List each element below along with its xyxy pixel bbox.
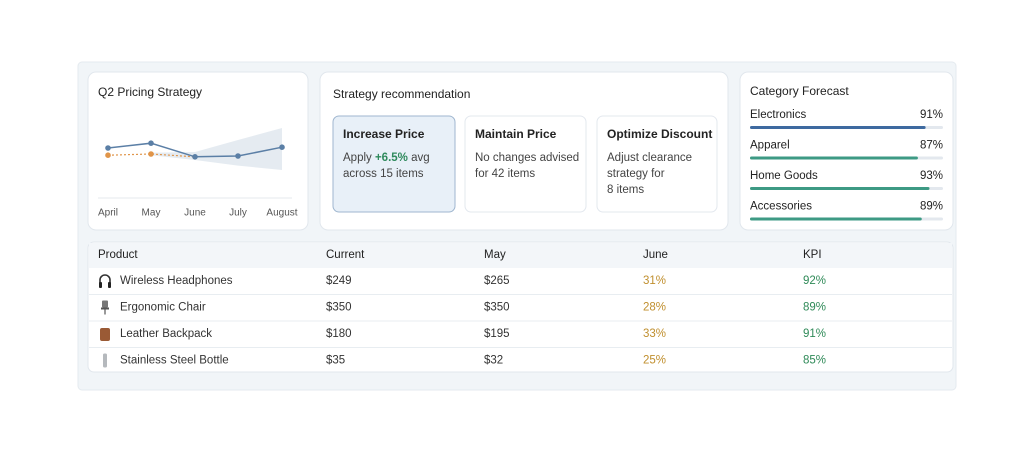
x-label: April [98,208,118,219]
column-header: May [484,249,506,261]
value-label: 87% [920,140,943,152]
option-card[interactable] [596,115,718,213]
column-header: June [643,249,668,261]
table-cell: Stainless Steel Bottle [120,355,229,367]
table-cell: 91% [803,328,826,340]
table-cell: 25% [643,355,666,367]
option-title: Maintain Price [475,127,557,141]
table-cell: 33% [643,328,666,340]
product-icon [103,353,107,368]
text-part: strategy for [607,168,665,180]
table-cell: $35 [326,355,345,367]
text-part: Apply [343,152,375,164]
value-label: 93% [920,170,943,182]
x-label: June [184,208,206,219]
category-label: Electronics [750,109,806,121]
table-cell: $32 [484,355,503,367]
forecast-band [151,128,282,170]
table-cell: $265 [484,275,510,287]
table-cell: 92% [803,275,826,287]
product-icon [101,300,109,315]
category-label: Accessories [750,201,812,213]
option-text: across 15 items [343,168,424,180]
value-label: 89% [920,201,943,213]
icon-shape [103,353,107,368]
table [87,241,954,373]
option-text: Apply +6.5% avg [343,152,430,164]
value-label: 91% [920,109,943,121]
option-text: 8 items [607,184,644,196]
option-card[interactable] [464,115,587,213]
trend-line [107,153,196,158]
text-part: No changes advised [475,152,579,164]
card-title: Category Forecast [750,84,849,98]
option-text: for 42 items [475,168,535,180]
icon-shape [108,282,111,288]
card [87,71,309,231]
option-text: strategy for [607,168,665,180]
text-part: across 15 items [343,168,424,180]
table-cell: Leather Backpack [120,328,212,340]
table-cell: 31% [643,275,666,287]
icon-shape [99,282,102,288]
table-cell: $180 [326,328,352,340]
table-cell: Wireless Headphones [120,275,233,287]
table-cell: 89% [803,302,826,314]
table-cell: $249 [326,275,352,287]
text-part: Adjust clearance [607,152,692,164]
column-header: Product [98,249,138,261]
trend-point [105,152,111,158]
column-header: Current [326,249,365,261]
text-part: avg [408,152,430,164]
table-cell: 85% [803,355,826,367]
x-label: May [142,208,161,219]
table-cell: 28% [643,302,666,314]
trend-point [192,154,198,160]
trend-point [148,140,154,146]
bar [750,187,930,190]
bar [750,156,918,160]
trend-point [148,151,154,157]
option-title: Increase Price [343,127,425,141]
column-header: KPI [803,249,822,261]
x-label: July [229,208,247,219]
table-cell: $350 [484,302,510,314]
icon-shape [100,328,110,341]
trend-point [279,144,285,150]
product-icon [99,274,111,288]
icon-shape [101,307,109,310]
option-card[interactable] [332,115,456,213]
bar [750,126,926,129]
table-cell: Ergonomic Chair [120,302,206,314]
bar [750,217,922,221]
icon-shape [102,300,108,308]
product-icon [100,328,110,341]
table-header [89,243,952,268]
trend-point [105,145,111,151]
table-cell: $195 [484,328,510,340]
option-text: No changes advised [475,152,579,164]
card-title: Q2 Pricing Strategy [98,85,202,99]
icon-shape [99,274,111,284]
text-part: for 42 items [475,168,535,180]
category-label: Home Goods [750,170,818,182]
option-text: Adjust clearance [607,152,692,164]
x-label: August [266,208,297,219]
text-part: 8 items [607,184,644,196]
card [739,71,954,231]
card-title: Strategy recommendation [333,87,470,101]
highlight: +6.5% [375,152,408,164]
table-cell: $350 [326,302,352,314]
option-title: Optimize Discount [607,127,712,141]
category-label: Apparel [750,140,790,152]
trend-point [235,153,241,159]
